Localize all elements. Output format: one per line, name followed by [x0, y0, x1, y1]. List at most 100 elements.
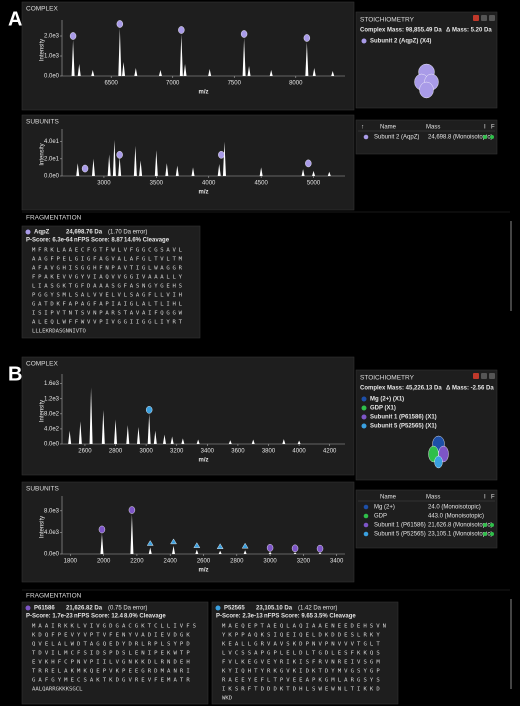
x-tick-label: 2800 — [109, 449, 123, 455]
peak — [100, 533, 104, 554]
row-name: Subunit 5 (P52565) — [374, 532, 426, 538]
peak — [133, 145, 137, 176]
complex-mass: Complex Mass: 45,226.13 Da — [360, 386, 442, 392]
component-dot — [361, 38, 367, 44]
peak — [172, 545, 176, 554]
x-tick-label: 1800 — [64, 559, 78, 565]
status-dot[interactable] — [490, 532, 494, 536]
status-dot[interactable] — [483, 532, 487, 536]
peak — [282, 439, 286, 444]
spectrum-panel — [21, 114, 355, 211]
peak — [71, 40, 75, 76]
status-dot[interactable] — [490, 135, 494, 139]
peak — [153, 430, 157, 444]
sequence-row: GAFGYMECSAKTKDGVREVFEMATR — [32, 678, 190, 684]
component-name: GDP (X1) — [370, 406, 396, 412]
peak — [162, 434, 166, 444]
assigned-marker — [291, 544, 299, 553]
table-header: Name — [380, 125, 397, 131]
status-dot[interactable] — [483, 135, 487, 139]
assigned-marker — [303, 34, 311, 42]
component-name: Subunit 1 (P61586) (X1) — [370, 415, 437, 421]
peak — [312, 170, 316, 176]
assigned-marker — [216, 543, 224, 549]
sequence-row: QVELALWDTAGQEDYDRLRPLSYPD — [32, 642, 190, 648]
toolbar-button[interactable] — [481, 373, 487, 379]
y-tick-label: 8.0e3 — [44, 508, 60, 514]
toolbar-button[interactable] — [481, 15, 487, 21]
assigned-marker — [178, 26, 185, 34]
delta-mass: Δ Mass: -2.56 Da — [446, 386, 494, 392]
panel-letter: B — [8, 363, 22, 385]
component-dot — [361, 423, 367, 429]
peak — [118, 157, 122, 176]
sequence-row: ALEQLWFFWVVPIVGGIIGGLIYRT — [32, 320, 183, 326]
toolbar-button[interactable] — [489, 15, 495, 21]
peak — [107, 154, 111, 176]
sequence-row: LIASGKTGFDAAASGFASNGYGEHS — [32, 284, 182, 290]
x-tick-label: 3000 — [139, 449, 153, 455]
delta-mass: Δ Mass: 5.20 Da — [446, 28, 492, 34]
assigned-marker — [69, 32, 77, 40]
y-tick-label: 0.0e0 — [44, 74, 60, 80]
x-tick-label: 4200 — [323, 449, 337, 455]
assigned-marker — [81, 164, 89, 173]
assigned-marker — [241, 542, 249, 549]
panel-title: STOICHIOMETRY — [360, 375, 415, 382]
peak — [217, 163, 221, 176]
component-dot — [361, 405, 367, 411]
nfps-score: nFPS Score: 12.4 — [74, 614, 124, 620]
x-tick-label: 3500 — [150, 181, 164, 187]
sequence-row: LVCSSAPGPLELDLTGDLESFKKQS — [222, 651, 380, 657]
peak — [305, 42, 309, 76]
nfps-score: nFPS Score: 8.87 — [74, 238, 124, 244]
assigned-marker — [305, 159, 312, 168]
fragment-card — [211, 601, 399, 705]
peak — [293, 552, 297, 554]
y-tick-label: 2.0e1 — [44, 156, 60, 162]
status-dot[interactable] — [490, 523, 494, 527]
x-tick-label: 7000 — [166, 81, 180, 87]
x-axis-label: m/z — [198, 90, 208, 96]
panel-title: SUBUNITS — [26, 119, 60, 126]
peak — [91, 158, 95, 176]
scrollbar — [510, 599, 512, 689]
table-header: Mass — [426, 125, 440, 131]
y-axis-label: Intensity — [40, 516, 46, 538]
status-dot[interactable] — [483, 523, 487, 527]
peak — [243, 550, 247, 554]
complex-mass: Complex Mass: 98,855.49 Da — [360, 28, 442, 34]
sequence-row: AFAVGHISGGHFNPAVTIGLWAGGR — [32, 266, 183, 272]
toolbar-button[interactable] — [489, 373, 495, 379]
peak — [318, 552, 322, 554]
assigned-marker — [170, 538, 177, 545]
toolbar-button[interactable] — [473, 15, 479, 21]
card-dot — [25, 605, 31, 611]
x-axis-label: m/z — [198, 568, 208, 574]
table-header: I — [484, 495, 486, 501]
peak — [89, 387, 93, 444]
row-dot — [363, 134, 369, 140]
sequence-row: RAEEYEFLTPVEEAPKGMLARGSYS — [222, 678, 380, 684]
x-tick-label: 5000 — [307, 181, 321, 187]
peak — [228, 440, 232, 444]
assigned-marker — [146, 540, 154, 546]
x-tick-label: 2600 — [197, 559, 211, 565]
row-mass: 21,626.8 (Monoisotopic) — [428, 523, 492, 529]
complex-glyph — [434, 455, 443, 469]
peak — [222, 141, 226, 176]
sequence-row: FPAKEVVGYVIAQVVGGIVAAALLY — [32, 275, 183, 281]
p-score: P-Score: 6.3e-64 — [26, 238, 73, 244]
panel-title: SUBUNITS — [26, 486, 60, 493]
protein-name: AqpZ — [34, 230, 50, 236]
sequence-row: PGGYSMLSALVVELVLSAGFLLVIH — [32, 293, 182, 299]
table-header: ↑ — [361, 125, 364, 131]
cleavage: 14.6% Cleavage — [124, 238, 170, 244]
x-axis-label: m/z — [198, 190, 208, 196]
x-tick-label: 8000 — [289, 81, 303, 87]
table-header: F — [491, 495, 495, 501]
assigned-marker — [193, 542, 201, 548]
toolbar-button[interactable] — [473, 373, 479, 379]
y-tick-label: 8.0e2 — [44, 411, 60, 417]
y-axis-label: Intensity — [40, 400, 46, 422]
